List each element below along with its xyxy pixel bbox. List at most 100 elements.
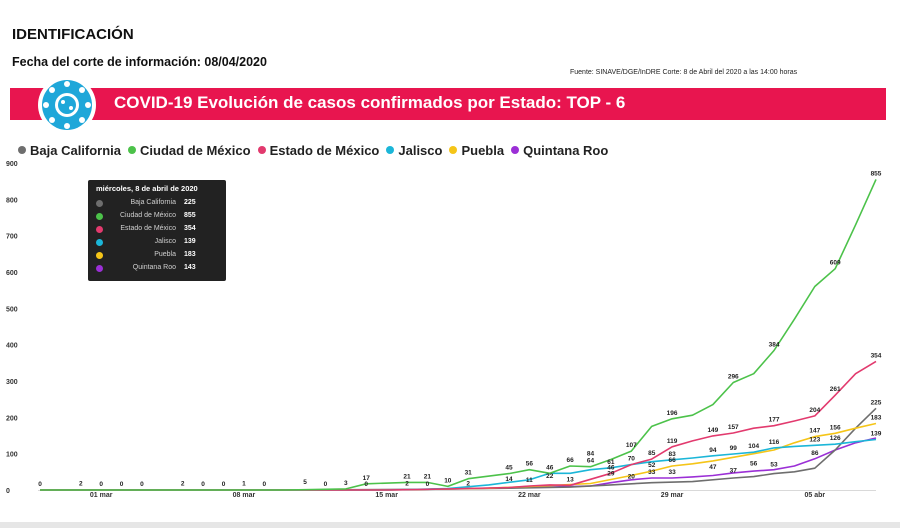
data-label: 66 <box>668 457 676 464</box>
virus-icon <box>38 76 96 134</box>
title-banner: COVID-19 Evolución de casos confirmados … <box>10 76 886 134</box>
data-label: 53 <box>770 462 778 469</box>
data-label: 225 <box>871 399 882 406</box>
y-tick-label: 700 <box>6 234 18 241</box>
tooltip-row: Jalisco 139 <box>96 237 220 250</box>
legend-item[interactable]: Quintana Roo <box>511 143 608 158</box>
data-label: 46 <box>546 464 554 471</box>
series-line-estado-de-m-xico <box>40 360 877 491</box>
tooltip-series-value: 225 <box>184 199 196 206</box>
data-label: 354 <box>871 352 882 359</box>
tooltip-series-name: Jalisco <box>154 238 176 245</box>
data-label: 177 <box>769 417 780 424</box>
legend-item[interactable]: Puebla <box>449 143 504 158</box>
data-label: 86 <box>811 450 819 457</box>
data-label: 17 <box>363 475 371 482</box>
legend-item[interactable]: Jalisco <box>386 143 442 158</box>
data-label: 85 <box>648 450 656 457</box>
legend-dot-icon <box>128 146 137 154</box>
tooltip-row: Ciudad de México 855 <box>96 211 220 224</box>
x-tick-label: 22 mar <box>518 492 541 499</box>
data-label: 52 <box>648 462 656 469</box>
cut-date: Fecha del corte de información: 08/04/20… <box>12 55 267 69</box>
tooltip-series-value: 139 <box>184 238 196 245</box>
data-label: 1 <box>242 481 246 488</box>
data-label: 13 <box>567 476 575 483</box>
data-label: 116 <box>769 439 780 446</box>
tooltip-row: Estado de México 354 <box>96 224 220 237</box>
data-label: 0 <box>38 481 42 488</box>
data-label: 29 <box>607 470 615 477</box>
legend-dot-icon <box>449 146 458 154</box>
data-label: 84 <box>587 450 595 457</box>
data-label: 196 <box>667 410 678 417</box>
data-label: 0 <box>426 481 430 488</box>
series-line-puebla <box>40 422 877 491</box>
data-label: 104 <box>748 443 759 450</box>
data-label: 855 <box>871 170 882 177</box>
data-label: 384 <box>769 341 780 348</box>
legend-label: Ciudad de México <box>140 142 251 158</box>
y-tick-label: 900 <box>6 161 18 168</box>
legend-item[interactable]: Estado de México <box>257 143 379 158</box>
page-title: IDENTIFICACIÓN <box>12 26 134 43</box>
data-label: 94 <box>709 447 717 454</box>
data-label: 609 <box>830 260 841 267</box>
data-label: 37 <box>730 468 738 475</box>
y-tick-label: 800 <box>6 197 18 204</box>
chart-title: COVID-19 Evolución de casos confirmados … <box>114 93 626 112</box>
data-label: 119 <box>667 438 678 445</box>
data-label: 10 <box>444 477 452 484</box>
y-tick-label: 600 <box>6 270 18 277</box>
legend-label: Puebla <box>461 142 505 158</box>
data-label: 64 <box>587 458 595 465</box>
legend-item[interactable]: Ciudad de México <box>128 143 251 158</box>
series-line-ciudad-de-m-xico <box>40 179 877 491</box>
page-bottom-bar <box>0 522 900 528</box>
legend-label: Quintana Roo <box>523 142 609 158</box>
chart-legend: Baja California Ciudad de México Estado de… <box>18 141 615 159</box>
data-label: 126 <box>830 435 841 442</box>
x-tick-label: 15 mar <box>375 492 398 499</box>
chart-tooltip: miércoles, 8 de abril de 2020 Baja Calif… <box>88 180 226 281</box>
legend-item[interactable]: Baja California <box>18 143 121 158</box>
data-label: 66 <box>567 457 575 464</box>
legend-dot-icon <box>18 146 26 154</box>
legend-dot-icon <box>511 146 520 154</box>
data-label: 61 <box>607 459 615 466</box>
data-label: 0 <box>324 481 328 488</box>
data-label: 296 <box>728 373 739 380</box>
data-label: 123 <box>809 436 820 443</box>
series-line-jalisco <box>40 438 877 491</box>
tooltip-header: miércoles, 8 de abril de 2020 <box>96 184 198 193</box>
data-label: 33 <box>648 469 656 476</box>
tooltip-series-value: 143 <box>184 264 196 271</box>
data-label: 47 <box>709 464 717 471</box>
data-label: 3 <box>344 480 348 487</box>
tooltip-row: Baja California 225 <box>96 198 220 211</box>
data-label: 2 <box>181 480 185 487</box>
y-tick-label: 500 <box>6 306 18 313</box>
data-label: 33 <box>668 469 676 476</box>
data-label: 11 <box>526 477 533 484</box>
data-label: 157 <box>728 424 739 431</box>
data-label: 147 <box>809 428 820 435</box>
y-tick-label: 200 <box>6 415 18 422</box>
data-label: 2 <box>405 480 409 487</box>
tooltip-series-value: 855 <box>184 212 196 219</box>
data-label: 0 <box>120 481 124 488</box>
tooltip-series-name: Estado de México <box>120 225 176 232</box>
data-label: 70 <box>628 456 636 463</box>
data-label: 56 <box>750 461 758 468</box>
tooltip-row: Puebla 183 <box>96 250 220 263</box>
y-tick-label: 300 <box>6 379 18 386</box>
y-tick-label: 0 <box>6 488 10 495</box>
data-label: 46 <box>607 464 615 471</box>
data-label: 261 <box>830 386 841 393</box>
tooltip-dot-icon <box>96 239 103 246</box>
data-label: 2 <box>79 480 83 487</box>
data-label: 204 <box>809 407 820 414</box>
data-label: 21 <box>424 473 432 480</box>
data-label: 31 <box>465 470 473 477</box>
tooltip-dot-icon <box>96 213 103 220</box>
